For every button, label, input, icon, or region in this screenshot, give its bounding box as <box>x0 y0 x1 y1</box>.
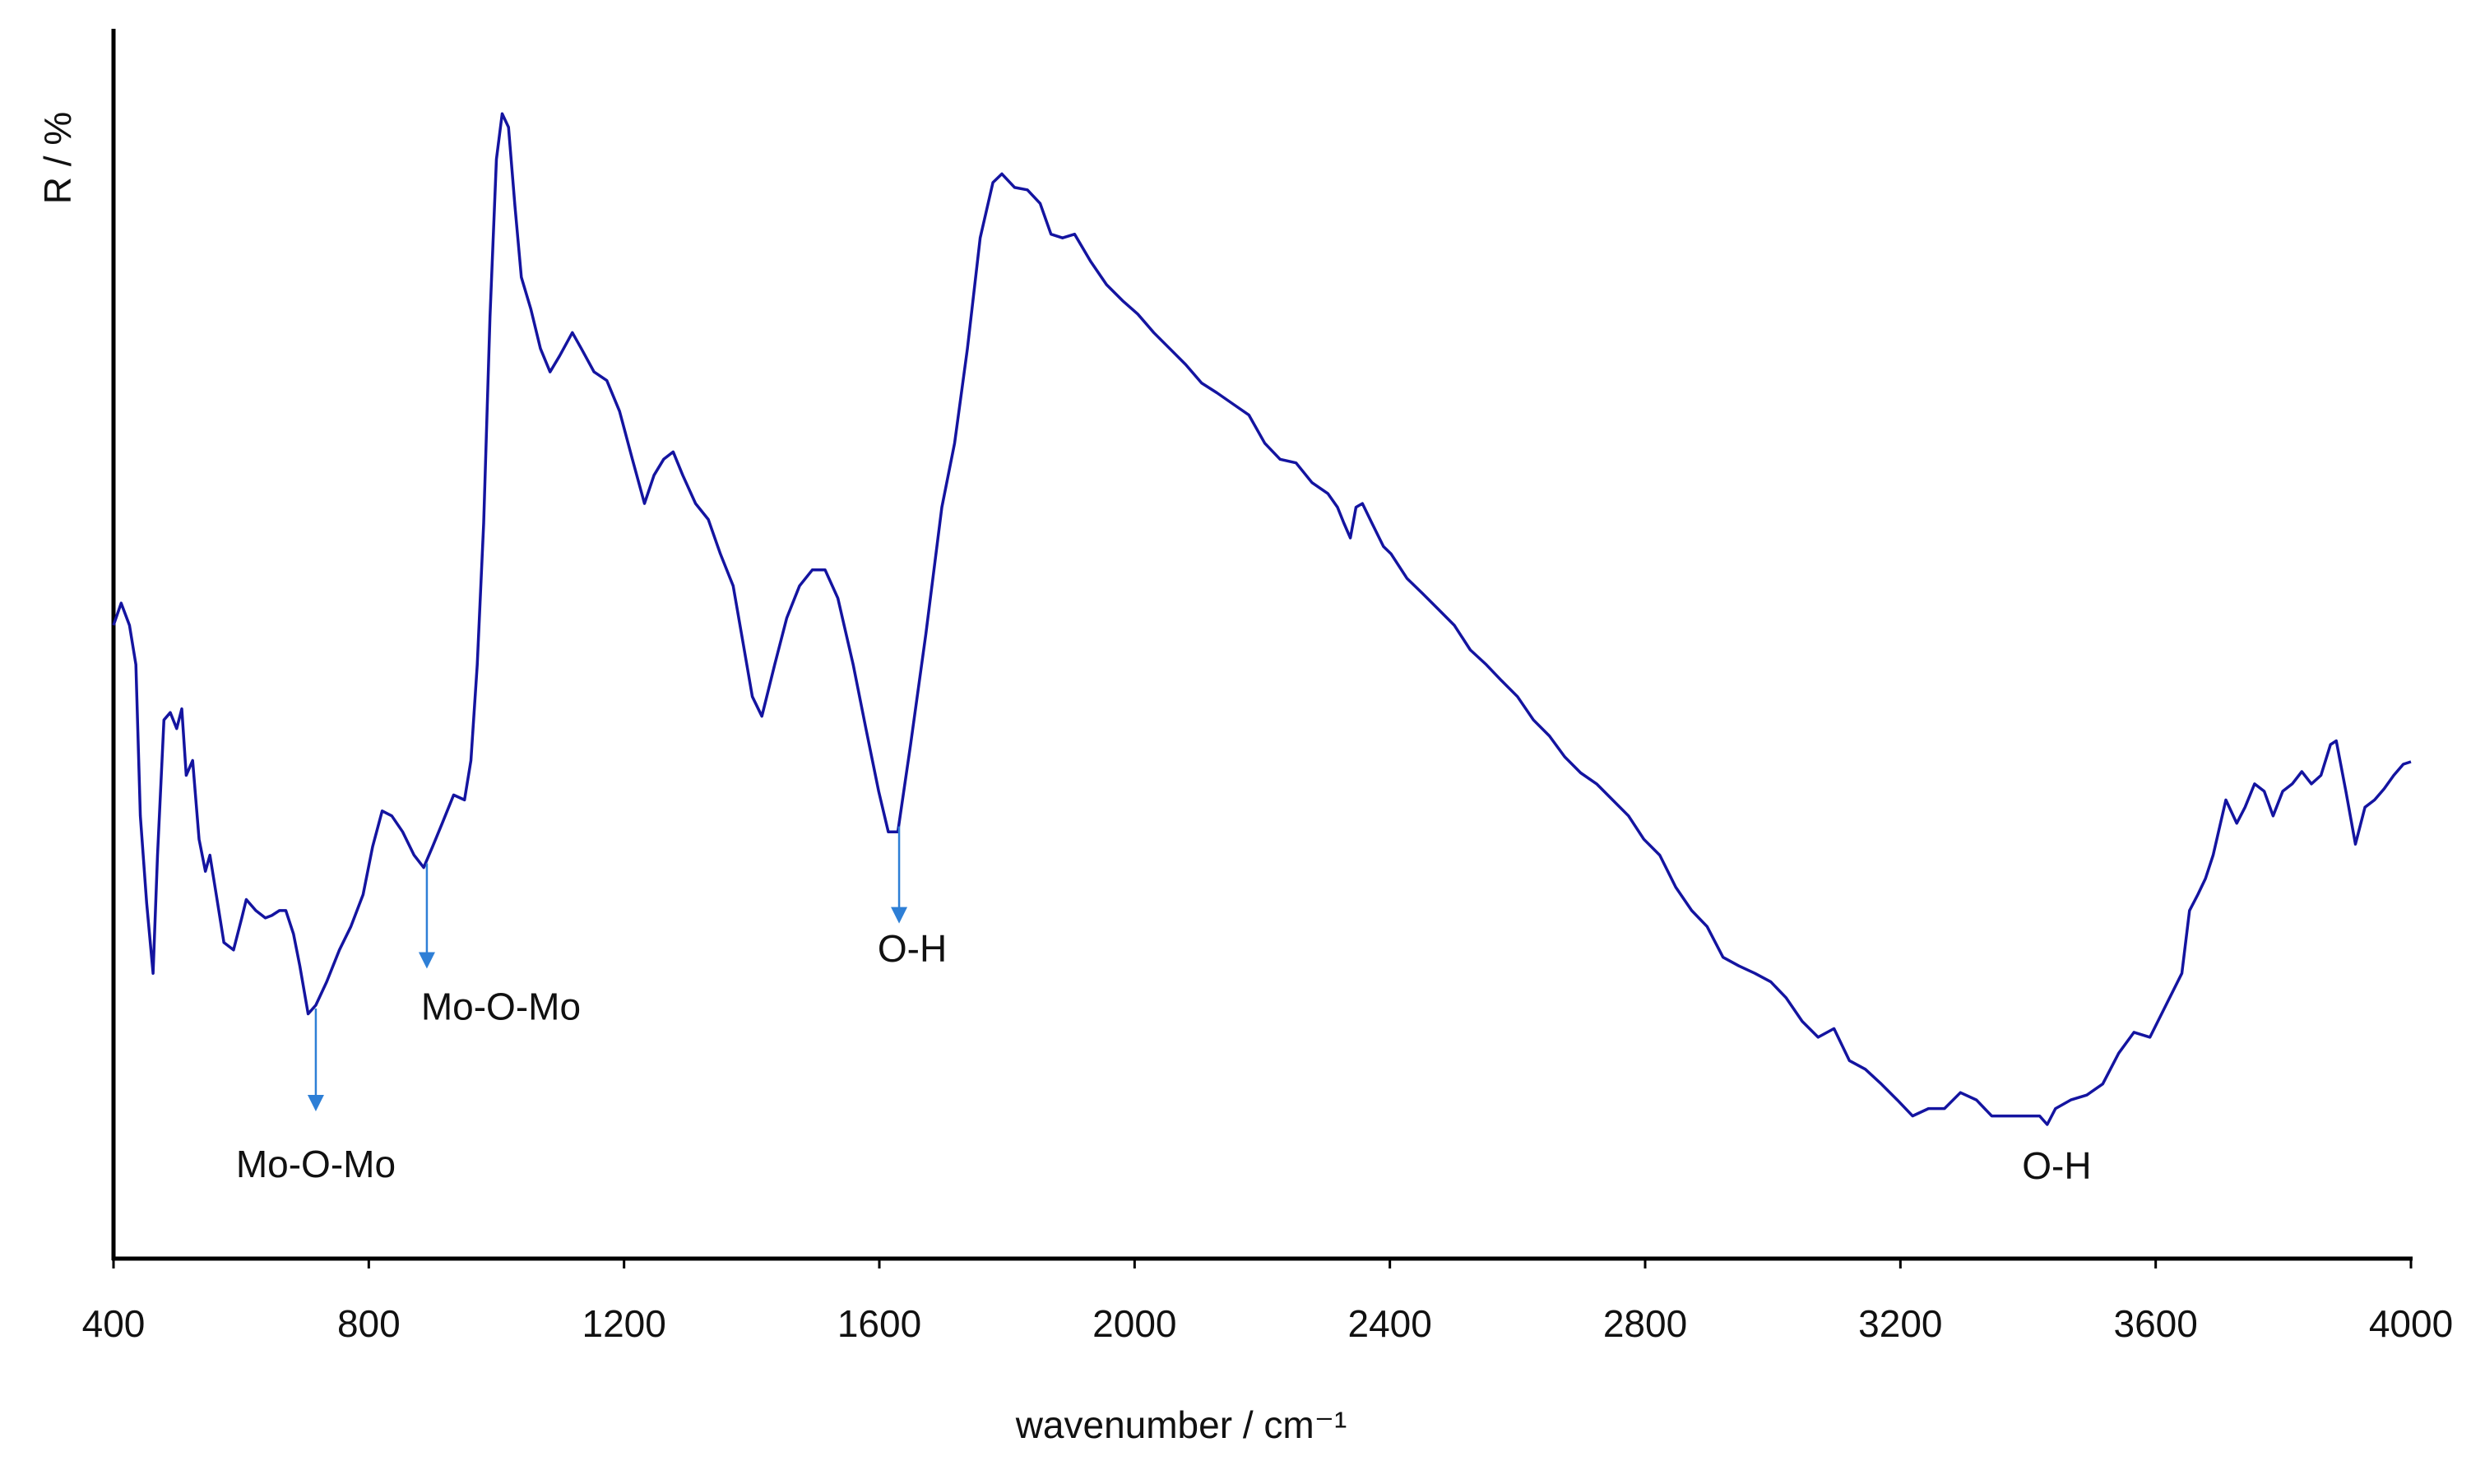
x-tick-label: 400 <box>82 1302 146 1345</box>
x-tick-label: 800 <box>337 1302 401 1345</box>
x-tick-label: 2800 <box>1603 1302 1687 1345</box>
annotation-label: Mo-O-Mo <box>421 985 581 1028</box>
annotation-label: O-H <box>2022 1144 2091 1187</box>
x-tick-label: 2400 <box>1347 1302 1431 1345</box>
x-tick-label: 4000 <box>2369 1302 2453 1345</box>
y-axis-label: R / % <box>36 112 79 204</box>
spectrum-line <box>112 112 2412 1126</box>
x-tick-label: 1600 <box>837 1302 921 1345</box>
x-axis-label: wavenumber / cm⁻¹ <box>1015 1403 1347 1446</box>
x-tick-label: 1200 <box>582 1302 665 1345</box>
annotation-arrow-head <box>418 952 435 969</box>
annotation-label: Mo-O-Mo <box>236 1143 396 1185</box>
annotation-arrow-head <box>307 1095 324 1112</box>
x-tick-label: 2000 <box>1092 1302 1176 1345</box>
x-tick-label: 3600 <box>2113 1302 2197 1345</box>
x-tick-label: 3200 <box>1858 1302 1942 1345</box>
annotation-arrow-head <box>891 907 908 924</box>
annotation-label: O-H <box>878 927 947 970</box>
